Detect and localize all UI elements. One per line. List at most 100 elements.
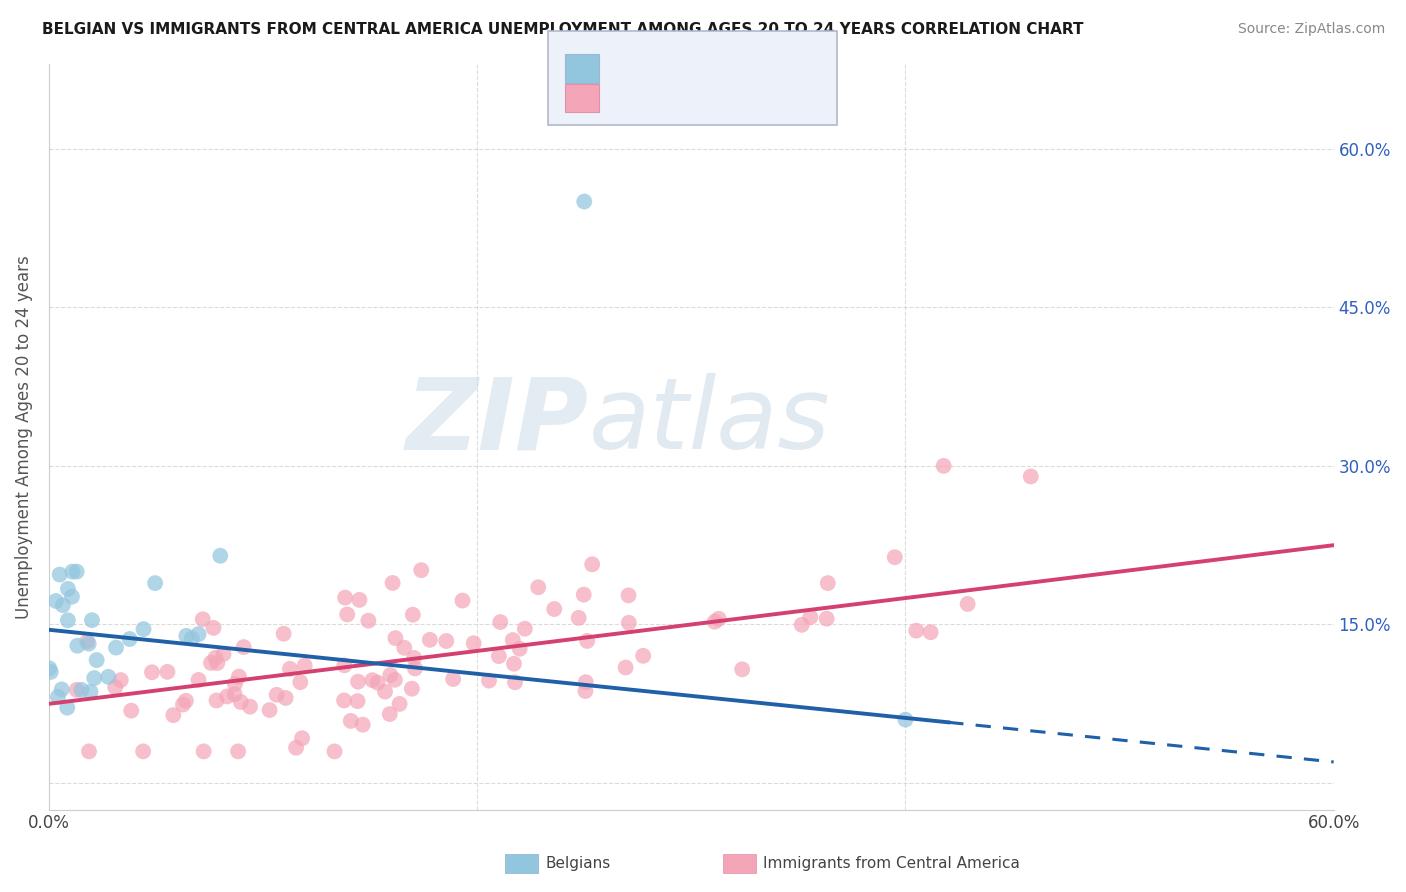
Point <box>799 610 821 624</box>
Point <box>441 672 464 686</box>
Point <box>56 700 79 714</box>
Point <box>79 685 101 699</box>
Text: N=: N= <box>713 87 744 105</box>
Text: Belgians: Belgians <box>546 856 610 871</box>
Point <box>894 713 917 727</box>
Point <box>576 634 599 648</box>
Point <box>333 693 356 707</box>
Point <box>478 673 501 688</box>
Point <box>80 613 103 627</box>
Point <box>285 740 308 755</box>
Point <box>614 660 637 674</box>
Point <box>956 597 979 611</box>
Point <box>905 624 928 638</box>
Point <box>572 588 595 602</box>
Point <box>333 591 356 605</box>
Point <box>174 694 197 708</box>
Point <box>132 622 155 636</box>
Point <box>110 673 132 687</box>
Point <box>266 688 288 702</box>
Point <box>451 593 474 607</box>
Point <box>66 639 89 653</box>
Point <box>703 615 725 629</box>
Point <box>180 632 202 646</box>
Point <box>232 640 254 654</box>
Point <box>273 626 295 640</box>
Point <box>394 640 416 655</box>
Point <box>56 613 79 627</box>
Point <box>333 658 356 673</box>
Point <box>411 563 433 577</box>
Y-axis label: Unemployment Among Ages 20 to 24 years: Unemployment Among Ages 20 to 24 years <box>15 255 32 619</box>
Point <box>367 675 389 690</box>
Point <box>920 625 942 640</box>
Point <box>48 567 70 582</box>
Text: 0.477: 0.477 <box>640 87 693 105</box>
Point <box>384 673 406 687</box>
Text: 102: 102 <box>744 87 779 105</box>
Point <box>815 612 838 626</box>
Text: R =: R = <box>603 87 640 105</box>
Point <box>361 673 384 687</box>
Point <box>62 565 84 579</box>
Point <box>503 657 526 671</box>
Point <box>162 708 184 723</box>
Point <box>143 576 166 591</box>
Point <box>259 703 281 717</box>
Point <box>156 665 179 679</box>
Point <box>374 684 396 698</box>
Point <box>105 640 128 655</box>
Point <box>509 641 531 656</box>
Text: -0.128: -0.128 <box>640 58 699 76</box>
Point <box>488 649 510 664</box>
Point <box>513 622 536 636</box>
Point <box>790 617 813 632</box>
Point <box>39 665 62 679</box>
Point <box>120 704 142 718</box>
Point <box>187 673 209 687</box>
Point <box>193 744 215 758</box>
Point <box>384 631 406 645</box>
Point <box>290 675 312 690</box>
Text: Immigrants from Central America: Immigrants from Central America <box>763 856 1021 871</box>
Text: N=: N= <box>713 58 744 76</box>
Point <box>527 580 550 594</box>
Point <box>60 590 83 604</box>
Point <box>347 674 370 689</box>
Point <box>132 744 155 758</box>
Point <box>489 615 512 629</box>
Point <box>817 576 839 591</box>
Point <box>357 614 380 628</box>
Text: BELGIAN VS IMMIGRANTS FROM CENTRAL AMERICA UNEMPLOYMENT AMONG AGES 20 TO 24 YEAR: BELGIAN VS IMMIGRANTS FROM CENTRAL AMERI… <box>42 22 1084 37</box>
Point <box>707 612 730 626</box>
Point <box>172 698 194 712</box>
Point <box>202 621 225 635</box>
Point <box>224 677 246 691</box>
Point <box>380 668 402 682</box>
Point <box>176 629 198 643</box>
Point <box>191 612 214 626</box>
Point <box>278 662 301 676</box>
Text: 31: 31 <box>744 58 766 76</box>
Point <box>104 680 127 694</box>
Point <box>574 684 596 698</box>
Point <box>83 671 105 685</box>
Point <box>502 633 524 648</box>
Point <box>51 682 73 697</box>
Point <box>207 656 229 670</box>
Point <box>204 651 226 665</box>
Point <box>419 632 441 647</box>
Point <box>349 593 371 607</box>
Point <box>56 582 79 596</box>
Point <box>323 744 346 758</box>
Point <box>66 682 89 697</box>
Point <box>617 588 640 602</box>
Point <box>209 549 232 563</box>
Point <box>239 699 262 714</box>
Point <box>404 651 426 665</box>
Point <box>224 687 246 701</box>
Point <box>401 681 423 696</box>
Point <box>226 744 249 758</box>
Point <box>76 634 98 648</box>
Point <box>731 662 754 676</box>
